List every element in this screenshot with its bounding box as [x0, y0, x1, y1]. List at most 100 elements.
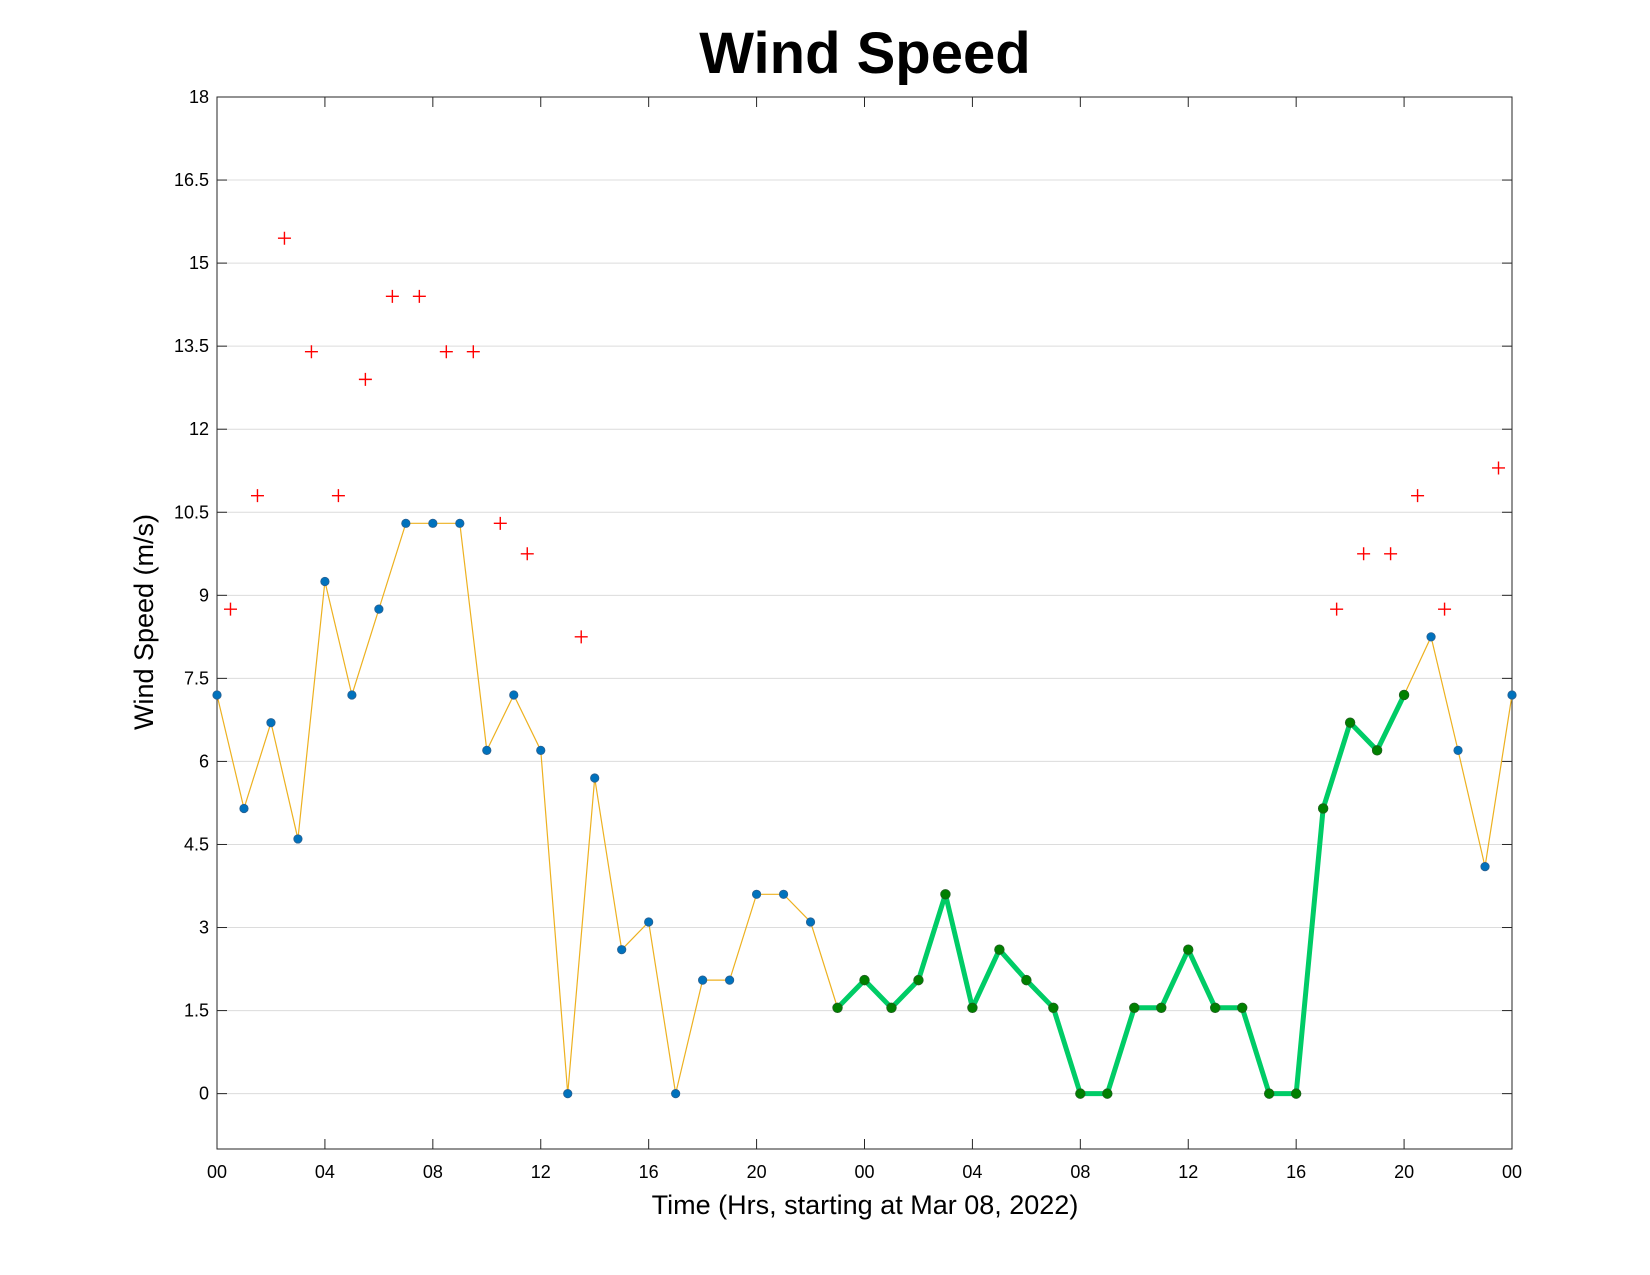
data-series: [212, 231, 1517, 1099]
x-tick-label: 16: [639, 1162, 659, 1182]
y-tick-label: 3: [199, 918, 209, 938]
y-tick-label: 6: [199, 751, 209, 771]
axis-ticks: 0 1.5 3 4.5 6 7.5 9 10.5 12 13.5 15 16.5 18 00 04 08 12 1…: [174, 87, 1522, 1182]
y-tick-label: 4.5: [184, 834, 209, 854]
highlighted-point: [940, 889, 951, 900]
gust-marker: [304, 345, 318, 359]
highlighted-point: [1075, 1088, 1086, 1099]
y-tick-label: 13.5: [174, 336, 209, 356]
gust-marker: [574, 630, 588, 644]
highlighted-point: [1183, 944, 1194, 955]
y-tick-label: 9: [199, 585, 209, 605]
highlighted-point: [859, 974, 870, 986]
highlighted-segment-line: [835, 693, 1407, 1097]
highlighted-point: [1021, 974, 1032, 986]
wind-speed-point: [212, 690, 222, 700]
highlighted-point: [1156, 1002, 1167, 1014]
gust-marker: [1492, 461, 1506, 475]
highlighted-point: [1290, 1088, 1302, 1099]
wind-speed-point: [778, 889, 789, 899]
y-tick-label: 7.5: [184, 668, 209, 688]
x-tick-label: 20: [747, 1162, 767, 1182]
highlighted-point: [1129, 1002, 1140, 1014]
x-tick-label: 08: [1070, 1162, 1090, 1182]
highlighted-point: [1344, 717, 1356, 728]
gust-marker: [493, 516, 507, 530]
gust-marker: [331, 489, 345, 503]
x-tick-label: 20: [1394, 1162, 1414, 1182]
wind-speed-point: [293, 834, 303, 844]
highlighted-point: [913, 974, 924, 986]
wind-speed-point: [374, 604, 384, 614]
wind-speed-point: [536, 745, 546, 755]
highlighted-point: [1048, 1002, 1059, 1014]
x-tick-label: 00: [207, 1162, 227, 1182]
wind-speed-point: [725, 975, 735, 985]
gust-marker: [466, 345, 480, 359]
wind-speed-point: [698, 975, 708, 985]
x-tick-label: 08: [423, 1162, 443, 1182]
highlighted-point: [994, 944, 1005, 955]
gust-marker: [277, 231, 291, 245]
y-axis-label: Wind Speed (m/s): [129, 514, 159, 730]
gust-marker: [1357, 547, 1371, 561]
x-tick-label: 12: [1178, 1162, 1198, 1182]
wind-speed-point: [590, 773, 600, 783]
highlighted-point: [1398, 689, 1410, 701]
y-tick-label: 18: [189, 87, 209, 107]
chart-title: Wind Speed: [699, 21, 1030, 86]
wind-speed-point: [563, 1089, 573, 1099]
gust-marker: [358, 372, 372, 386]
gust-marker: [439, 345, 453, 359]
gust-marker: [385, 289, 399, 303]
highlighted-point: [1263, 1088, 1275, 1099]
wind-speed-point: [455, 518, 465, 528]
wind-speed-point: [1507, 690, 1517, 700]
wind-speed-point: [1453, 745, 1463, 755]
gust-marker: [250, 489, 264, 503]
x-tick-label: 00: [1502, 1162, 1522, 1182]
wind-speed-point: [644, 917, 654, 927]
wind-speed-point: [239, 803, 249, 814]
wind-speed-point: [320, 576, 330, 587]
highlighted-point: [832, 1002, 843, 1014]
highlighted-point: [1237, 1002, 1248, 1014]
gust-marker: [1384, 547, 1398, 561]
wind-speed-point: [617, 945, 627, 955]
wind-speed-point: [751, 889, 762, 899]
wind-speed-point: [671, 1089, 681, 1099]
gust-marker: [412, 289, 426, 303]
highlighted-point: [967, 1002, 978, 1014]
wind-speed-point: [266, 718, 276, 728]
x-tick-label: 04: [315, 1162, 335, 1182]
wind-speed-point: [1480, 862, 1490, 872]
y-tick-label: 15: [189, 253, 209, 273]
wind-speed-point: [347, 690, 357, 700]
x-tick-label: 04: [962, 1162, 982, 1182]
highlighted-point: [1210, 1002, 1221, 1014]
wind-speed-point: [428, 518, 438, 528]
highlighted-point: [886, 1002, 897, 1014]
y-tick-label: 1.5: [184, 1001, 209, 1021]
gust-marker: [223, 602, 237, 616]
wind-speed-point: [509, 690, 519, 700]
wind-speed-point: [482, 745, 492, 755]
y-tick-label: 10.5: [174, 502, 209, 522]
x-tick-label: 12: [531, 1162, 551, 1182]
highlighted-point: [1102, 1088, 1113, 1099]
x-tick-label: 00: [854, 1162, 874, 1182]
x-axis-label: Time (Hrs, starting at Mar 08, 2022): [652, 1190, 1079, 1220]
wind-speed-point: [401, 518, 411, 528]
y-tick-label: 12: [189, 419, 209, 439]
highlighted-point: [1317, 803, 1329, 814]
y-tick-label: 16.5: [174, 170, 209, 190]
y-tick-label: 0: [199, 1084, 209, 1104]
gust-marker: [520, 547, 534, 561]
highlighted-point: [1371, 745, 1383, 756]
gust-marker: [1438, 602, 1452, 616]
wind-speed-point: [1426, 632, 1436, 642]
wind-speed-point: [805, 917, 816, 927]
gust-marker: [1411, 489, 1425, 503]
